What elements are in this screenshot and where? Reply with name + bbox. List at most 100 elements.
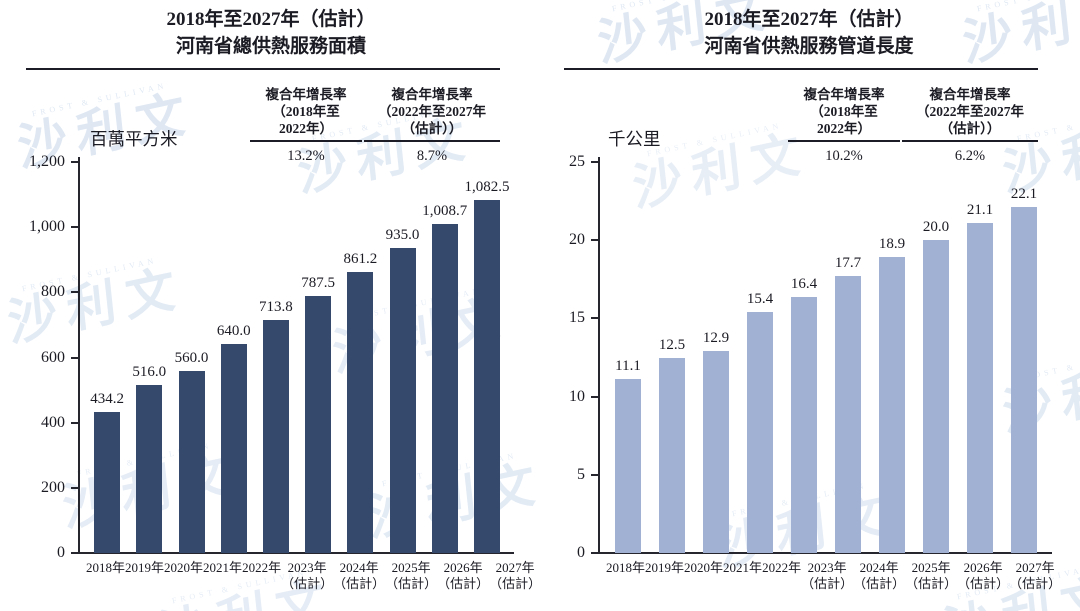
x-category-label: 2024年 （估計） [853,560,905,592]
x-category-year: 2019年 [645,560,685,575]
x-category-year: 2026年 [963,560,1003,575]
bar-value-label: 12.5 [658,336,686,353]
x-category-note: （估計） [853,576,906,591]
x-category-label: 2018年 [86,560,125,592]
x-category-year: 2019年 [125,560,165,575]
x-category-label: 2020年 [164,560,203,592]
bar-2022年 [262,320,289,553]
x-category-note: （估計） [801,576,854,591]
bar-2024年（估計） [879,257,905,553]
chart-title-line1: 2018年至2027年（估計） [704,9,914,30]
y-tick-label: 15 [569,309,585,327]
cagr-label-line: （2022年至2027年 [378,104,486,119]
cagr-label-line: （估計）） [939,121,1001,136]
cagr-label-line: 2022年） [817,121,871,136]
cagr-label-line: （2018年至 [810,104,878,119]
cagr-value: 10.2% [825,148,863,164]
chart-title: 2018年至2027年（估計） 河南省總供熱服務面積 [12,6,530,60]
bar-value-label: 713.8 [259,299,293,316]
chart-title-line2: 河南省供熱服務管道長度 [704,36,914,57]
bar-2019年 [136,384,163,553]
x-category-year: 2021年 [203,560,243,575]
bar-2022年 [791,296,817,553]
x-category-label: 2019年 [645,560,684,592]
y-tick-mark [71,226,78,229]
x-category-label: 2026年 （估計） [957,560,1009,592]
x-category-note: （估計） [385,576,438,591]
y-axis-line [78,157,80,553]
x-category-label: 2020年 [684,560,723,592]
cagr-value: 6.2% [954,148,986,164]
x-category-year: 2024年 [339,560,379,575]
bar-2026年（估計） [967,223,993,553]
x-category-label: 2023年 （估計） [281,560,333,592]
cagr-column-2018-2022: 複合年增長率 （2018年至 2022年） 13.2% [250,86,362,165]
x-category-note: （估計） [437,576,490,591]
x-category-label: 2022年 [242,560,281,592]
y-tick-label: 10 [569,387,585,405]
cagr-column-2022-2027: 複合年增長率 （2022年至2027年 （估計）） 8.7% [364,86,500,165]
bar-value-label: 861.2 [343,251,378,268]
y-axis: 1,200 1,000 800 600 400 200 0 [12,153,78,561]
chart-panel-heating-area: 2018年至2027年（估計） 河南省總供熱服務面積 百萬平方米 複合年增長率 … [12,0,541,611]
bar-group: 12.9 [694,330,738,553]
bar-2021年 [220,344,247,553]
bar-group: 560.0 [170,350,212,553]
bar-group: 15.4 [738,291,782,553]
y-tick-mark [71,421,78,424]
y-axis: 25 20 15 10 5 0 [550,153,598,561]
bar-value-label: 787.5 [301,275,335,292]
bar-value-label: 640.0 [216,323,251,340]
bar-value-label: 16.4 [790,275,818,292]
bar-group: 18.9 [870,236,914,553]
y-tick-label: 25 [569,153,585,170]
y-tick-label: 1,200 [29,153,65,170]
bar-group: 11.1 [606,358,650,553]
x-category-label: 2026年 （估計） [437,560,489,592]
x-axis-line [598,552,1052,554]
bar-2023年（估計） [835,276,861,553]
y-axis-unit-label: 千公里 [608,129,661,149]
cagr-underline [902,140,1038,142]
y-tick-label: 20 [569,231,585,249]
bar-group: 20.0 [914,219,958,553]
bar-group: 787.5 [297,275,339,553]
bar-2025年（估計） [923,240,949,553]
bar-2018年 [615,379,641,553]
x-category-year: 2022年 [242,560,282,575]
cagr-underline [250,140,362,142]
x-category-label: 2021年 [723,560,762,592]
bar-2023年（估計） [305,296,332,553]
x-category-year: 2018年 [606,560,646,575]
y-tick-mark [71,161,78,163]
cagr-label-line: 複合年增長率 [929,87,1011,102]
bar-group: 434.2 [86,391,128,553]
bar-group: 516.0 [128,364,170,553]
bar-group: 935.0 [381,227,423,553]
x-axis-labels: 2018年 2019年 2020年 2021年 2022年 2023年 （估計） 2024年（… [606,560,1061,592]
x-category-note: （估計） [957,576,1010,591]
y-tick-mark [591,395,598,398]
cagr-column-2022-2027: 複合年增長率 （2022年至2027年 （估計）） 6.2% [902,86,1038,165]
bar-value-label: 434.2 [90,390,124,407]
x-category-year: 2025年 [391,560,431,575]
cagr-value: 8.7% [416,148,448,164]
y-tick-label: 200 [41,478,65,496]
cagr-column-2018-2022: 複合年增長率 （2018年至 2022年） 10.2% [788,86,900,165]
bar-group: 12.5 [650,336,694,553]
bar-2026年（估計） [431,224,458,553]
y-tick-label: 5 [577,465,585,483]
x-category-label: 2025年 （估計） [905,560,957,592]
title-divider [564,68,1038,70]
y-axis-line [598,157,600,553]
bar-value-label: 12.9 [702,330,730,347]
x-category-year: 2027年 [1015,560,1055,575]
y-tick-label: 800 [41,283,65,301]
bar-value-label: 516.0 [132,363,167,380]
x-category-note: （估計） [489,576,542,591]
cagr-label-line: 2022年） [279,121,333,136]
bar-2027年（估計） [473,200,500,553]
x-category-year: 2020年 [684,560,724,575]
x-category-year: 2025年 [911,560,951,575]
